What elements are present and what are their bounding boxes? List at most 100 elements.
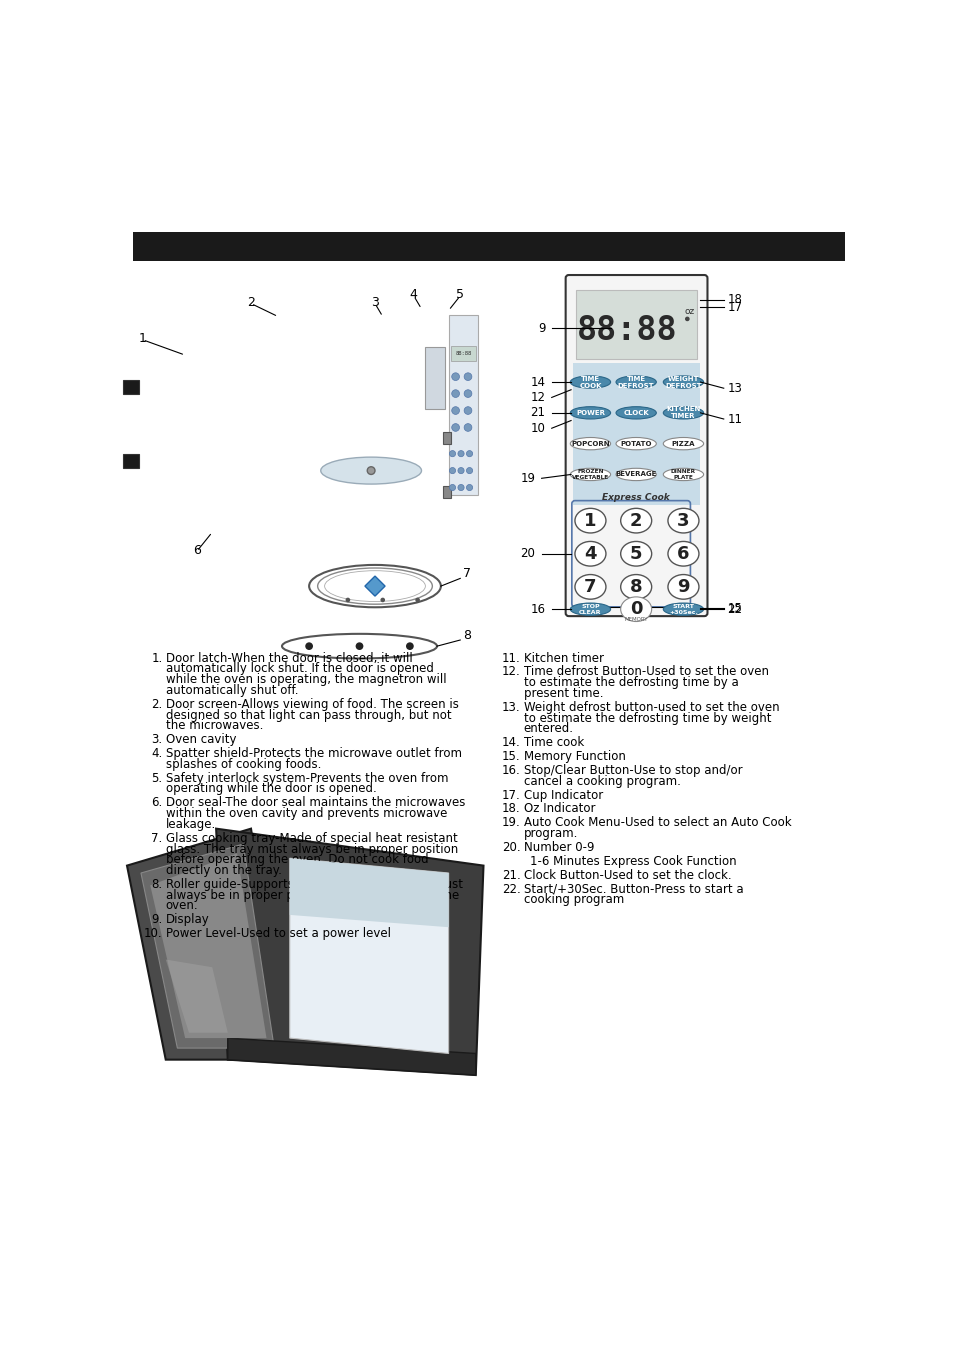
Polygon shape: [365, 576, 385, 596]
Ellipse shape: [620, 508, 651, 533]
Text: Start/+30Sec. Button-Press to start a: Start/+30Sec. Button-Press to start a: [523, 882, 742, 896]
Text: 13.: 13.: [501, 701, 520, 714]
Text: 18.: 18.: [501, 802, 520, 816]
Ellipse shape: [616, 438, 656, 450]
Text: 17.: 17.: [501, 789, 520, 802]
Ellipse shape: [570, 603, 610, 615]
Text: Express Cook: Express Cook: [601, 493, 669, 503]
Text: 10.: 10.: [144, 927, 162, 940]
Polygon shape: [228, 1038, 476, 1075]
Text: 16.: 16.: [501, 764, 520, 776]
Text: Spatter shield-Protects the microwave outlet from: Spatter shield-Protects the microwave ou…: [166, 747, 461, 760]
Text: cooking program: cooking program: [523, 893, 623, 906]
Circle shape: [449, 467, 456, 474]
Text: 8: 8: [629, 577, 641, 596]
Text: 88:88: 88:88: [576, 314, 677, 347]
Bar: [425, 347, 444, 409]
Text: POPCORN: POPCORN: [571, 440, 609, 447]
Ellipse shape: [616, 406, 656, 419]
Circle shape: [452, 406, 459, 415]
Text: automatically lock shut. If the door is opened: automatically lock shut. If the door is …: [166, 663, 434, 675]
Ellipse shape: [575, 575, 605, 599]
Circle shape: [305, 642, 313, 650]
Text: Door latch-When the door is closed, it will: Door latch-When the door is closed, it w…: [166, 652, 412, 664]
Text: 11.: 11.: [501, 652, 520, 664]
Text: entered.: entered.: [523, 722, 573, 736]
Ellipse shape: [662, 603, 703, 615]
Text: 4.: 4.: [152, 747, 162, 760]
Text: 9: 9: [677, 577, 689, 596]
Ellipse shape: [662, 375, 703, 389]
Text: TIME
DEFROST: TIME DEFROST: [618, 375, 654, 389]
Text: 4: 4: [583, 545, 596, 562]
Text: 15: 15: [727, 602, 741, 615]
Text: the microwaves.: the microwaves.: [166, 720, 263, 732]
Text: 6: 6: [677, 545, 689, 562]
Text: Kitchen timer: Kitchen timer: [523, 652, 603, 664]
Ellipse shape: [662, 406, 703, 419]
Polygon shape: [141, 844, 274, 1049]
Text: leakage.: leakage.: [166, 818, 215, 831]
Text: Safety interlock system-Prevents the oven from: Safety interlock system-Prevents the ove…: [166, 771, 448, 785]
Text: 12.: 12.: [501, 665, 520, 679]
Bar: [443, 486, 451, 497]
Text: 14.: 14.: [501, 736, 520, 749]
Text: 9: 9: [537, 321, 545, 335]
Ellipse shape: [575, 542, 605, 566]
Text: PIZZA: PIZZA: [671, 440, 695, 447]
Circle shape: [464, 424, 472, 431]
Circle shape: [452, 424, 459, 431]
Polygon shape: [216, 829, 483, 1075]
Bar: [133, 232, 843, 262]
Circle shape: [464, 373, 472, 381]
Ellipse shape: [620, 542, 651, 566]
Circle shape: [466, 451, 472, 457]
Text: 9.: 9.: [152, 913, 162, 927]
Text: glass. The tray must always be in proper position: glass. The tray must always be in proper…: [166, 843, 457, 855]
Text: POWER: POWER: [576, 409, 604, 416]
Text: DINNER
PLATE: DINNER PLATE: [670, 469, 696, 480]
Bar: [123, 379, 138, 393]
Text: 19.: 19.: [501, 816, 520, 829]
Text: 18: 18: [727, 293, 741, 306]
Text: 13: 13: [727, 382, 741, 394]
Polygon shape: [290, 858, 448, 927]
Ellipse shape: [662, 438, 703, 450]
Text: present time.: present time.: [523, 687, 602, 701]
Text: automatically shut off.: automatically shut off.: [166, 684, 298, 696]
Text: Weight defrost button-used to set the oven: Weight defrost button-used to set the ov…: [523, 701, 779, 714]
Ellipse shape: [570, 406, 610, 419]
Text: oven.: oven.: [166, 900, 198, 912]
Text: Number 0-9: Number 0-9: [523, 841, 594, 854]
Circle shape: [355, 642, 363, 650]
Text: 8.: 8.: [152, 878, 162, 892]
Text: before operating the oven. Do not cook food: before operating the oven. Do not cook f…: [166, 854, 428, 866]
Text: 7: 7: [463, 568, 471, 580]
Text: 2: 2: [247, 295, 254, 309]
Circle shape: [452, 390, 459, 397]
Text: WEIGHT
DEFROST: WEIGHT DEFROST: [664, 375, 701, 389]
Ellipse shape: [620, 598, 651, 622]
Text: KITCHEN
TIMER: KITCHEN TIMER: [665, 406, 700, 419]
Text: Time cook: Time cook: [523, 736, 583, 749]
Text: 3: 3: [371, 295, 378, 309]
Circle shape: [457, 467, 464, 474]
Text: STOP
CLEAR: STOP CLEAR: [578, 604, 601, 615]
Text: Time defrost Button-Used to set the oven: Time defrost Button-Used to set the oven: [523, 665, 768, 679]
Text: to estimate the defrosting time by a: to estimate the defrosting time by a: [523, 676, 738, 690]
Bar: [123, 454, 138, 467]
Text: to estimate the defrosting time by weight: to estimate the defrosting time by weigh…: [523, 711, 770, 725]
Circle shape: [457, 451, 464, 457]
Text: always be in proper position before operating the: always be in proper position before oper…: [166, 889, 458, 901]
Text: 15.: 15.: [501, 751, 520, 763]
Circle shape: [345, 598, 350, 602]
Ellipse shape: [616, 469, 656, 481]
Bar: [451, 346, 476, 362]
Circle shape: [380, 598, 385, 602]
Text: designed so that light can pass through, but not: designed so that light can pass through,…: [166, 709, 451, 721]
Text: 1-6 Minutes Express Cook Function: 1-6 Minutes Express Cook Function: [530, 855, 736, 867]
Text: 3.: 3.: [152, 733, 162, 747]
Text: Auto Cook Menu-Used to select an Auto Cook: Auto Cook Menu-Used to select an Auto Co…: [523, 816, 791, 829]
Text: 19: 19: [520, 472, 535, 485]
Polygon shape: [290, 858, 448, 1053]
